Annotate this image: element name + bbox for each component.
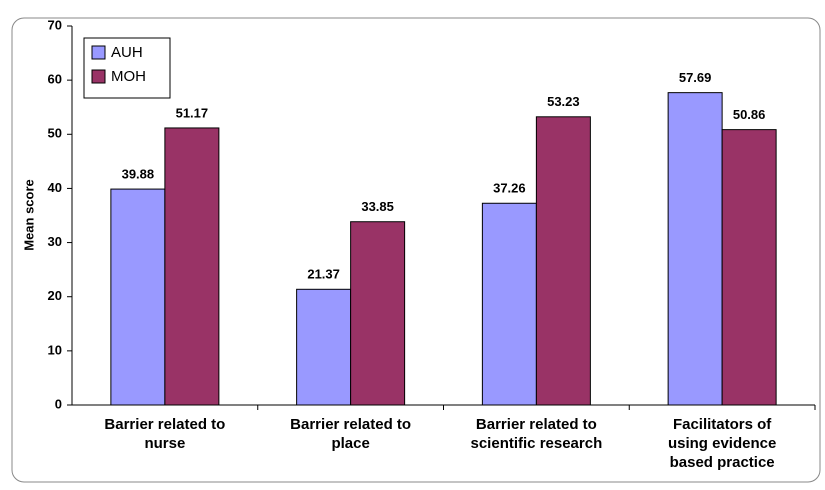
bar	[721, 129, 777, 406]
bar	[164, 127, 220, 406]
value-label: 33.85	[361, 199, 394, 214]
y-tick-label: 70	[48, 17, 62, 32]
bar	[535, 116, 591, 406]
x-tick-label: Barrier related to place	[290, 416, 411, 452]
legend-label: MOH	[111, 68, 146, 85]
x-tick-label: Facilitators of using evidence based pract…	[668, 416, 776, 471]
y-tick-label: 50	[48, 126, 62, 141]
bar	[667, 92, 723, 406]
x-tick-label: Barrier related to scientific research	[471, 416, 603, 452]
value-label: 50.86	[733, 107, 766, 122]
y-axis-label: Mean score	[21, 179, 36, 251]
value-label: 53.23	[547, 94, 580, 109]
y-tick-label: 0	[55, 396, 62, 411]
bar	[110, 188, 166, 406]
legend-swatch	[91, 45, 106, 60]
bar	[481, 202, 537, 406]
value-label: 37.26	[493, 181, 526, 196]
legend-label: AUH	[111, 44, 143, 61]
x-tick-label: Barrier related to nurse	[104, 416, 225, 452]
y-tick-label: 10	[48, 342, 62, 357]
y-tick-label: 40	[48, 180, 62, 195]
legend-swatch	[91, 69, 106, 84]
y-tick-label: 60	[48, 72, 62, 87]
chart-border	[11, 17, 821, 483]
bar	[350, 221, 406, 406]
value-label: 51.17	[176, 105, 209, 120]
value-label: 21.37	[307, 267, 340, 282]
y-tick-label: 20	[48, 288, 62, 303]
value-label: 39.88	[122, 167, 155, 182]
y-tick-label: 30	[48, 234, 62, 249]
bar	[296, 288, 352, 406]
value-label: 57.69	[679, 70, 712, 85]
